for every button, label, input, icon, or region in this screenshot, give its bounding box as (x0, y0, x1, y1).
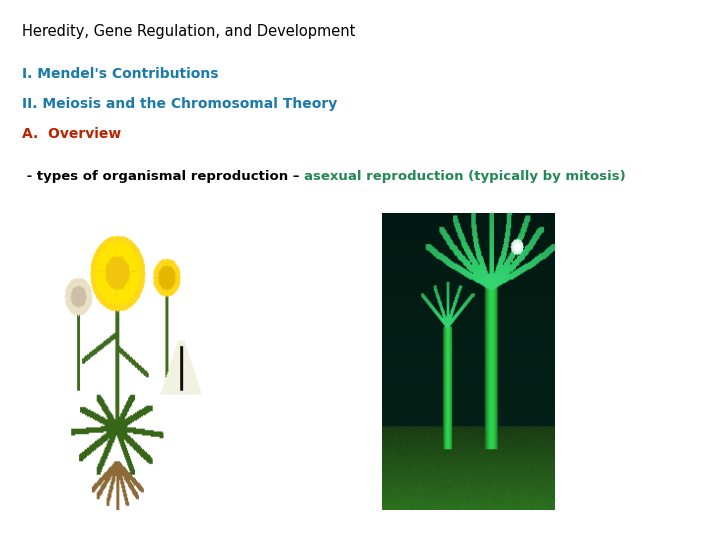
Text: I. Mendel's Contributions: I. Mendel's Contributions (22, 68, 218, 82)
Text: - types of organismal reproduction –: - types of organismal reproduction – (22, 170, 304, 183)
Text: Heredity, Gene Regulation, and Development: Heredity, Gene Regulation, and Developme… (22, 24, 355, 39)
Text: A.  Overview: A. Overview (22, 127, 121, 141)
Text: II. Meiosis and the Chromosomal Theory: II. Meiosis and the Chromosomal Theory (22, 97, 337, 111)
Text: asexual reproduction (typically by mitosis): asexual reproduction (typically by mitos… (304, 170, 626, 183)
